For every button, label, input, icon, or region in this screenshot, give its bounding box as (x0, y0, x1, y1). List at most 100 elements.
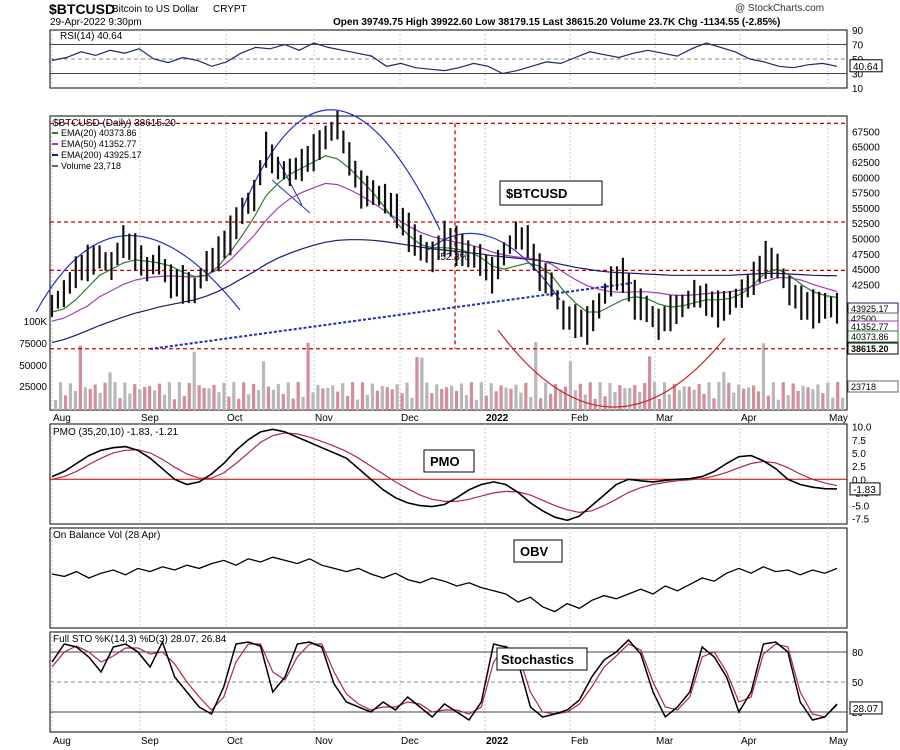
sto-value-flag (849, 701, 883, 715)
volume-bar (811, 389, 815, 410)
chart-date: 29-Apr-2022 9:30pm (50, 17, 142, 28)
volume-bar (509, 388, 513, 410)
volume-bar (786, 395, 790, 410)
rounding-top-arc (427, 232, 561, 301)
price-tick-label: 52500 (852, 219, 880, 230)
volume-bar (756, 391, 761, 410)
volume-bar (138, 389, 142, 410)
volume-bar (202, 387, 206, 410)
price-tick-label: 67500 (852, 127, 880, 138)
panel-frame-price (49, 115, 848, 411)
value-flag-text: 40373.86 (851, 332, 889, 342)
volume-bar (717, 382, 721, 410)
volume-bar (331, 385, 335, 410)
pmo-value-flag-text: -1.83 (853, 485, 876, 496)
volume-bar (672, 383, 676, 410)
volume-bar (400, 393, 404, 410)
pmo-tick-label: 5.0 (852, 449, 866, 460)
volume-bar (321, 388, 325, 410)
x-tick-label: Apr (741, 413, 757, 424)
pmo-line (51, 428, 838, 522)
volume-bar (187, 383, 191, 410)
volume-bar (657, 399, 662, 410)
pmo-tick-label: -7.5 (852, 515, 870, 526)
volume-bar (133, 384, 137, 410)
copyright-label: @ StockCharts.com (735, 3, 825, 14)
x-tick-label: Mar (656, 736, 674, 747)
volume-bar (286, 382, 290, 410)
volume-bar (539, 398, 543, 410)
volume-bar (504, 387, 508, 410)
volume-bar (252, 383, 256, 410)
ohlc-summary: Open 39749.75 High 39922.60 Low 38179.15… (333, 17, 781, 28)
volume-bar (261, 361, 266, 410)
volume-bar (806, 387, 810, 410)
volume-bar (435, 384, 439, 410)
volume-bar (222, 382, 226, 410)
volume-bar (677, 390, 681, 410)
volume-bar (63, 395, 68, 410)
volume-bar (380, 385, 384, 410)
volume-bar (761, 343, 766, 410)
volume-bar (306, 342, 310, 410)
volume-bar (826, 382, 830, 410)
value-flag (847, 342, 899, 355)
volume-tick-label: 100K (24, 317, 48, 328)
volume-bar (643, 382, 647, 410)
volume-bar (742, 388, 746, 410)
x-tick-label: Sep (141, 736, 159, 747)
drawdown-annotation: -52.3% (437, 252, 469, 263)
volume-bar (638, 391, 642, 410)
volume-bar (256, 390, 261, 410)
panel-frame-pmo (49, 423, 848, 525)
volume-bar (68, 383, 73, 410)
value-flag-text: 23718 (851, 382, 876, 392)
volume-bar (816, 384, 820, 410)
volume-bar (667, 394, 671, 410)
volume-bar (737, 384, 741, 410)
symbol-label-box (499, 180, 603, 206)
value-flag-text: 41352.77 (851, 322, 889, 332)
pmo-label-box (423, 449, 475, 473)
volume-bar (58, 382, 63, 410)
volume-bar (103, 382, 107, 410)
volume-bar (153, 390, 157, 410)
volume-bar (227, 396, 231, 410)
volume-bar (83, 387, 87, 410)
volume-bar (628, 388, 632, 410)
panel-frame-obv (49, 527, 848, 629)
volume-bar (177, 382, 181, 410)
volume-bar (281, 394, 285, 410)
volume-bar (831, 397, 835, 410)
sto-tick-label: 50 (852, 678, 864, 689)
volume-bar (771, 382, 775, 410)
price-tick-label: 57500 (852, 189, 880, 200)
rsi-tick-label: 90 (852, 26, 864, 37)
price-tick-label: 62500 (852, 158, 880, 169)
x-tick-label: Aug (53, 413, 71, 424)
rsi-tick-label: 10 (852, 84, 864, 95)
volume-bar (78, 345, 82, 410)
price-panel-label: $BTCUSD (Daily) 38615.20 (53, 118, 176, 129)
price-tick-label: 47500 (852, 250, 880, 261)
volume-bar (766, 395, 770, 410)
volume-bar (430, 393, 434, 410)
x-tick-label: Feb (571, 736, 589, 747)
price-tick-label: 60000 (852, 173, 880, 184)
volume-bar (623, 388, 627, 410)
rsi-tick-label: 30 (852, 70, 864, 81)
sto-k-line (51, 638, 838, 722)
legend-entry: EMA(200) 43925.17 (61, 150, 142, 160)
x-tick-label: 2022 (486, 413, 509, 424)
volume-bar (469, 382, 473, 410)
volume-bar (544, 382, 548, 410)
obv-label-box (513, 539, 563, 563)
volume-bar (54, 400, 58, 410)
volume-bar (494, 391, 498, 410)
rsi-line (51, 42, 838, 75)
pmo-tick-label: 10.0 (852, 423, 872, 434)
volume-bar (172, 399, 176, 410)
x-tick-label: Nov (315, 413, 333, 424)
rsi-label: RSI(14) 40.64 (60, 31, 123, 42)
